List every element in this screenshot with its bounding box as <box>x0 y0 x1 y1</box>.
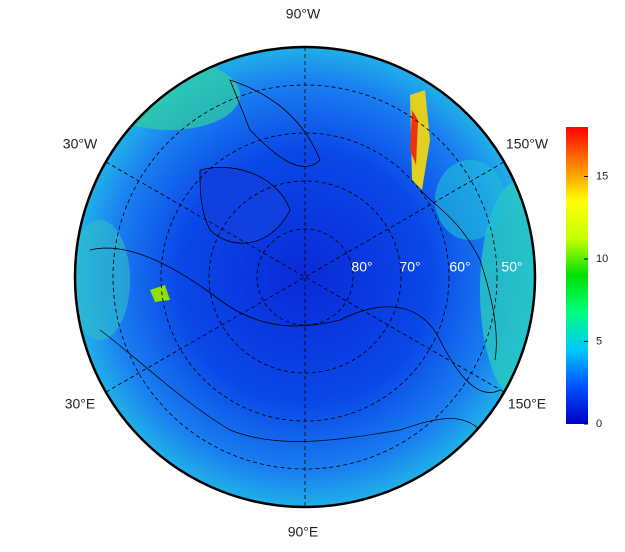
colorbar-fill <box>566 127 588 424</box>
lat-label: 60° <box>449 259 470 275</box>
lon-label: 150°E <box>508 396 546 412</box>
colorbar-tick-label: 0 <box>596 418 602 430</box>
lon-label: 30°E <box>65 396 96 412</box>
colorbar: 0 5 10 15 <box>566 127 608 430</box>
lon-label: 30°W <box>63 136 98 152</box>
lat-label: 70° <box>399 259 420 275</box>
map-border <box>73 45 537 509</box>
map-field <box>75 47 535 507</box>
lon-label: 150°W <box>506 136 549 152</box>
lon-label: 90°E <box>288 524 319 540</box>
lat-label: 50° <box>501 259 522 275</box>
colorbar-tick-label: 15 <box>596 170 608 182</box>
colorbar-tick-label: 10 <box>596 253 608 265</box>
lat-label: 80° <box>351 259 372 275</box>
lon-label: 90°W <box>286 6 321 22</box>
colorbar-tick-label: 5 <box>596 335 602 347</box>
